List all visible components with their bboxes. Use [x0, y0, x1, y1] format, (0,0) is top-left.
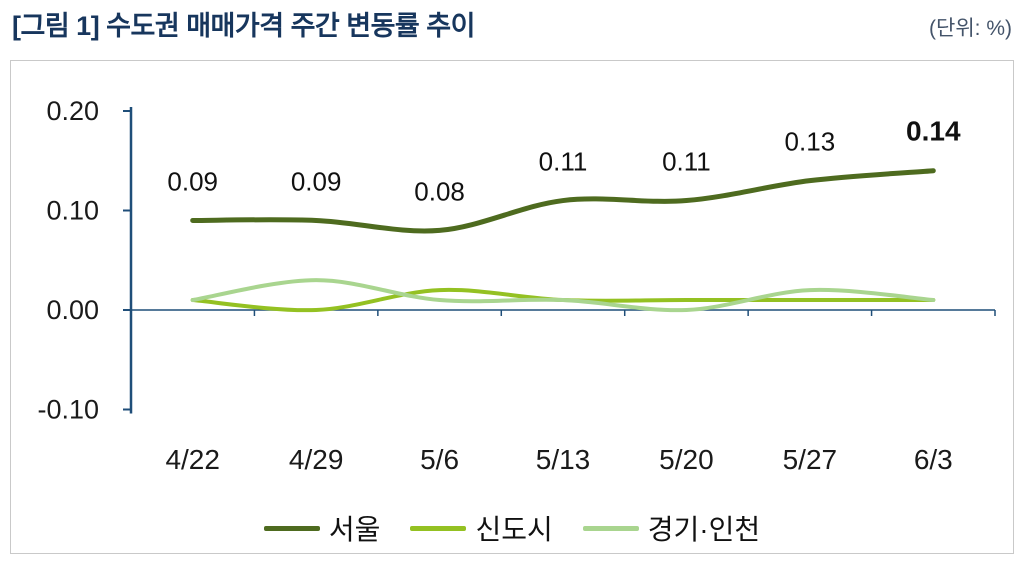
- x-tick-label: 5/13: [536, 444, 591, 475]
- series-line-서울: [190, 168, 936, 234]
- x-tick-label: 5/20: [659, 444, 714, 475]
- y-tick-label: 0.00: [46, 295, 99, 325]
- legend-swatch: [582, 525, 639, 531]
- x-tick-label: 5/27: [783, 444, 838, 475]
- chart-legend: 서울 신도시 경기·인천: [11, 498, 1013, 558]
- chart-container: 0.20 0.10 0.00 -0.10 0.09 0.09 0.08 0.11 0.11 0.1…: [10, 60, 1014, 554]
- unit-label: (단위: %): [929, 17, 1012, 40]
- data-label: 0.13: [785, 127, 836, 157]
- data-label: 0.11: [539, 147, 588, 177]
- data-label: 0.11: [662, 147, 711, 177]
- data-label: 0.09: [291, 166, 342, 196]
- figure-header: [그림 1] 수도권 매매가격 주간 변동률 추이 (단위: %): [12, 4, 1012, 43]
- data-label: 0.09: [167, 166, 218, 196]
- y-tick-label: 0.20: [46, 96, 99, 126]
- x-tick-label: 5/6: [420, 444, 459, 475]
- x-tick-label: 4/29: [289, 444, 344, 475]
- y-tick-label: 0.10: [46, 196, 99, 226]
- legend-label: 서울: [328, 514, 381, 545]
- series-line-경기·인천: [190, 278, 936, 313]
- legend-item-서울: 서울: [263, 508, 381, 548]
- legend-swatch: [263, 525, 320, 531]
- legend-item-신도시: 신도시: [410, 508, 553, 548]
- x-tick-label: 4/22: [165, 444, 220, 475]
- legend-item-경기·인천: 경기·인천: [582, 508, 761, 548]
- legend-label: 신도시: [475, 514, 553, 545]
- legend-label: 경기·인천: [647, 514, 761, 545]
- legend-swatch: [410, 525, 467, 531]
- chart-title: [그림 1] 수도권 매매가격 주간 변동률 추이: [12, 11, 475, 41]
- data-label: 0.08: [414, 176, 465, 206]
- data-label: 0.14: [906, 116, 961, 147]
- y-tick-label: -0.10: [37, 395, 99, 425]
- x-tick-label: 6/3: [914, 444, 953, 475]
- line-chart-plot: 0.20 0.10 0.00 -0.10 0.09 0.09 0.08 0.11 0.11 0.1…: [37, 96, 996, 475]
